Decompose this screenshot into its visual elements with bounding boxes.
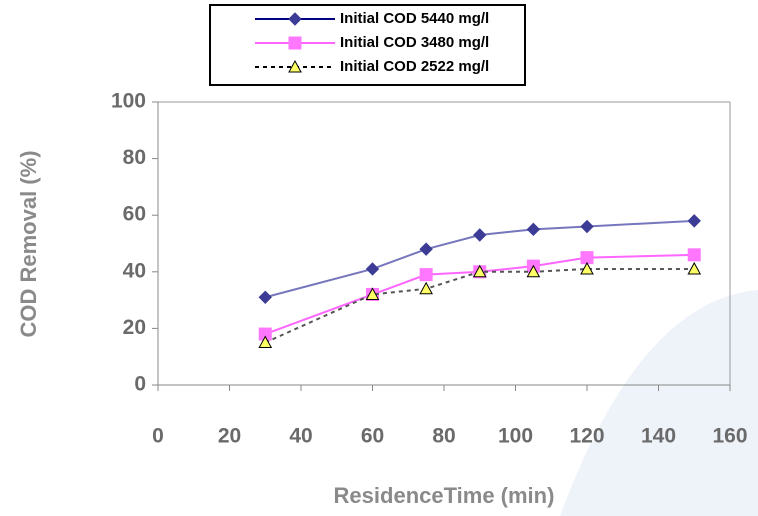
- y-tick-label: 60: [123, 203, 146, 226]
- data-point: [419, 268, 433, 282]
- data-point: [258, 290, 272, 304]
- data-point: [580, 219, 594, 234]
- watermark: [560, 290, 758, 516]
- x-tick-label: 20: [218, 425, 241, 448]
- legend-label: Initial COD 5440 mg/l: [340, 10, 489, 27]
- legend-label: Initial COD 2522 mg/l: [340, 58, 489, 75]
- data-point: [580, 261, 594, 275]
- x-axis-title: ResidenceTime (min): [334, 483, 555, 508]
- x-tick-label: 60: [361, 425, 384, 448]
- y-tick-label: 0: [134, 373, 146, 396]
- data-point: [472, 264, 487, 278]
- data-point: [419, 242, 433, 256]
- y-tick-label: 40: [123, 259, 146, 282]
- y-tick-label: 100: [111, 90, 146, 113]
- data-point: [526, 264, 541, 278]
- x-tick-label: 0: [152, 425, 164, 448]
- y-axis-title: COD Removal (%): [16, 150, 41, 337]
- data-point: [365, 287, 380, 300]
- x-tick-label: 120: [569, 425, 604, 448]
- x-tick-label: 100: [498, 425, 533, 448]
- data-point: [473, 228, 487, 242]
- data-point: [580, 251, 594, 265]
- y-tick-label: 80: [123, 146, 146, 169]
- data-point: [365, 262, 380, 276]
- data-point: [419, 281, 433, 295]
- legend-label: Initial COD 3480 mg/l: [340, 34, 489, 51]
- x-tick-label: 140: [641, 425, 676, 448]
- x-tick-label: 40: [289, 425, 312, 448]
- data-point: [258, 335, 273, 349]
- data-point: [687, 261, 702, 275]
- legend-marker: [288, 12, 302, 26]
- x-tick-label: 80: [432, 425, 455, 448]
- y-tick-label: 20: [123, 316, 146, 339]
- legend-marker: [288, 36, 302, 50]
- legend-marker: [288, 59, 302, 73]
- data-point: [526, 222, 541, 237]
- x-tick-label: 160: [712, 425, 747, 448]
- data-point: [687, 214, 701, 228]
- data-point: [687, 248, 701, 262]
